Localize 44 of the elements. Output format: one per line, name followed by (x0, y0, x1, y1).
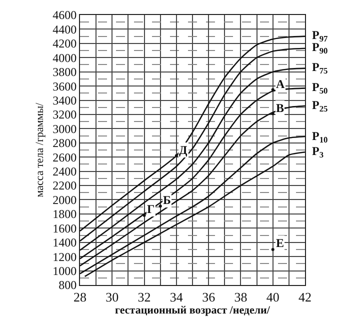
y-tick-label: 4200 (52, 36, 77, 51)
y-tick-label: 2000 (52, 192, 77, 207)
point (142, 214, 146, 217)
y-tick-label: 800 (58, 278, 77, 292)
annotation: А (276, 77, 285, 91)
x-tick-label: 42 (298, 290, 312, 305)
annotation: Г (147, 202, 155, 216)
y-tick-label: 3200 (52, 108, 77, 122)
y-tick-label: 4400 (52, 22, 77, 36)
y-tick-label: 4000 (52, 50, 77, 65)
x-tick-label: 38 (234, 290, 248, 305)
y-tick-label: 1000 (52, 264, 77, 278)
y-tick-label: 3000 (52, 122, 77, 136)
series-label: P$_{25}$ (312, 98, 328, 114)
x-tick-label: 30 (106, 290, 119, 305)
y-axis-title: масса тела /граммы/ (34, 102, 46, 198)
point (174, 154, 178, 158)
y-tick-label: 1600 (52, 221, 77, 236)
y-tick-label: 1200 (52, 250, 77, 264)
y-tick-label: 3600 (52, 79, 77, 94)
y-tick-label: 2200 (52, 178, 77, 193)
y-tick-label: 3800 (52, 65, 77, 80)
y-tick-label: 2400 (52, 164, 77, 179)
annotation: В (276, 101, 284, 115)
x-axis-title: гестационный возраст /недели/ (115, 304, 271, 317)
x-tick-label: 34 (170, 290, 184, 305)
point (271, 88, 274, 92)
x-tick-label: 40 (266, 290, 280, 305)
y-tick-label: 2800 (52, 136, 77, 150)
y-tick-label: 2600 (52, 150, 77, 164)
series-label: P$_{50}$ (312, 80, 328, 96)
series-label: P$_{3}$ (312, 144, 324, 160)
annotation: Е (276, 236, 284, 250)
y-tick-label: 1800 (52, 207, 77, 222)
series-label: P$_{10}$ (312, 129, 328, 145)
y-tick-label: 4600 (52, 8, 77, 22)
series-label: P$_{75}$ (312, 60, 328, 76)
x-tick-label: 28 (74, 290, 86, 305)
annotation: Б (163, 193, 171, 207)
annotation: Д (179, 143, 188, 157)
x-tick-label: 36 (202, 290, 216, 305)
x-tick-label: 32 (138, 290, 151, 305)
y-tick-label: 1400 (52, 236, 77, 250)
y-tick-label: 3400 (52, 93, 77, 108)
